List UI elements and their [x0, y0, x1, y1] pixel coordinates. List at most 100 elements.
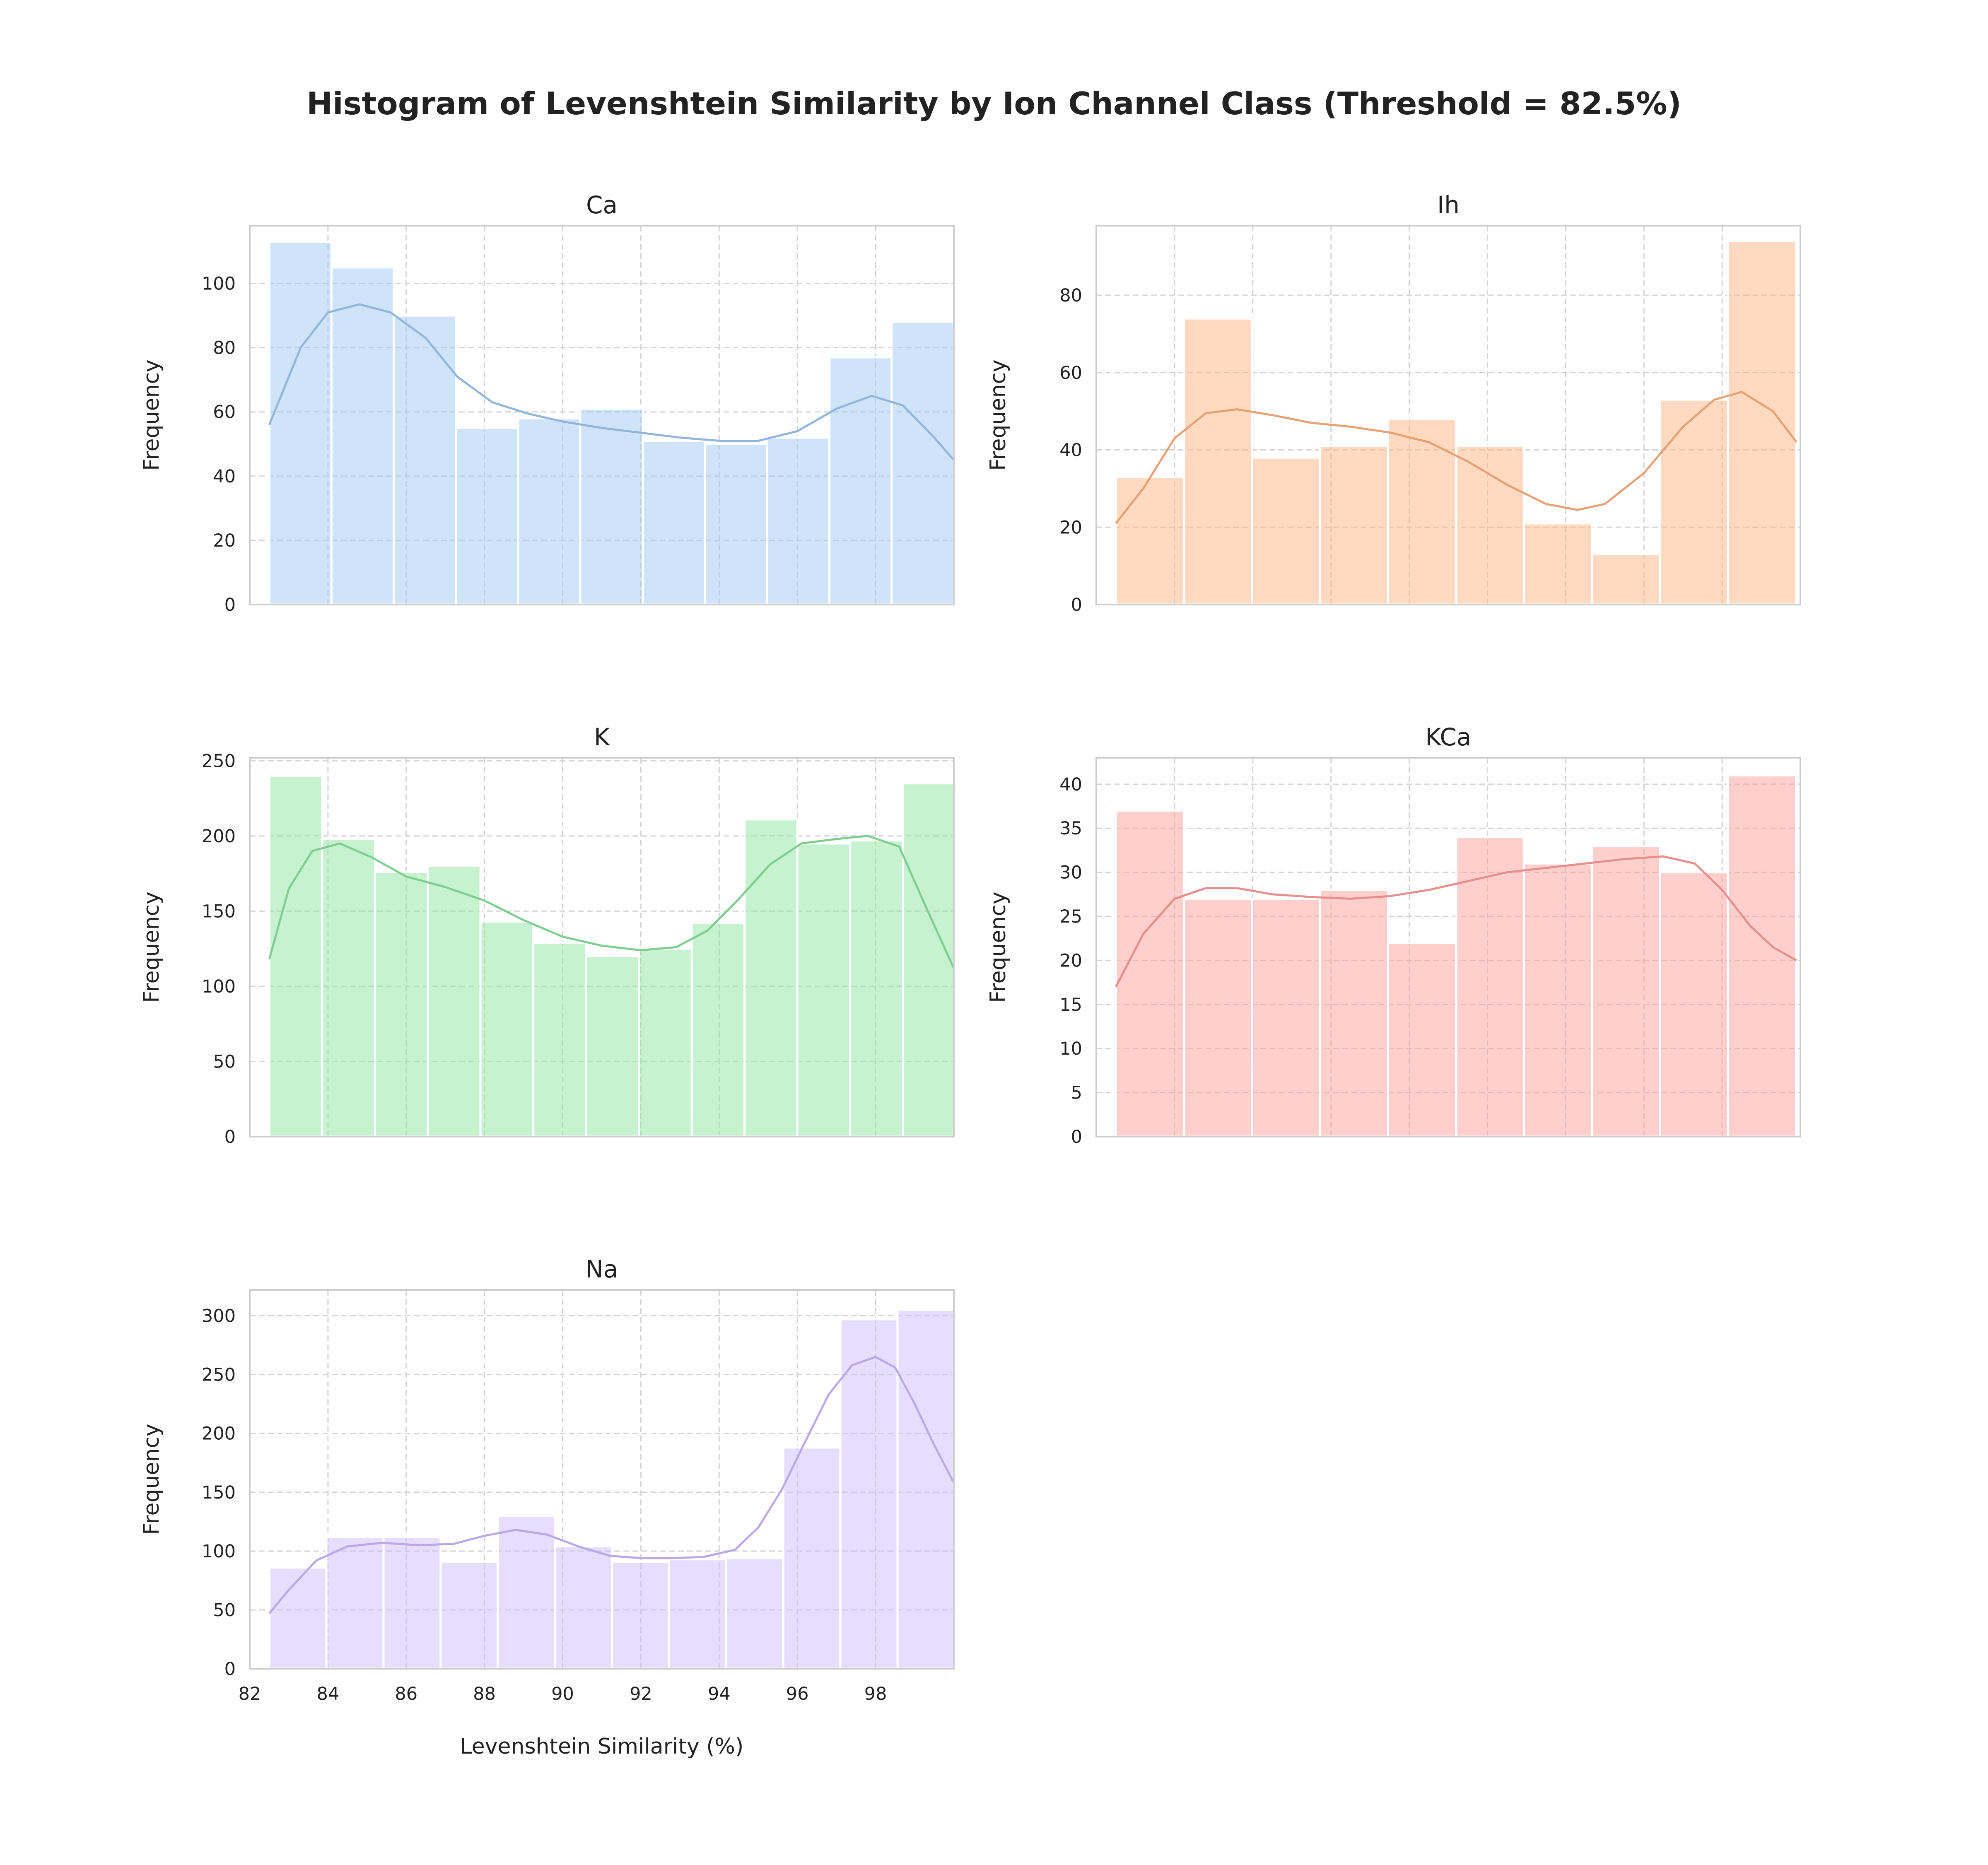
x-tick-label: 88 [473, 1684, 496, 1704]
x-tick-label: 82 [239, 1684, 261, 1704]
histogram-bar [325, 1536, 385, 1670]
histogram-bar [1727, 774, 1797, 1138]
y-tick-label: 40 [1059, 440, 1082, 461]
axes-frame [1095, 757, 1801, 1137]
y-axis-label: Frequency [139, 892, 164, 1003]
x-tick-label: 96 [786, 1684, 809, 1704]
histogram-bar [890, 321, 955, 606]
y-axis-label: Frequency [986, 892, 1011, 1003]
histogram-bar [321, 838, 376, 1138]
histogram-bar [849, 839, 904, 1138]
histogram-bar [497, 1515, 556, 1670]
y-tick-label: 60 [1059, 363, 1082, 383]
y-tick-label: 5 [1071, 1083, 1082, 1104]
axes-frame [249, 1289, 955, 1670]
y-axis-label: Frequency [139, 1424, 164, 1535]
histogram-bar [382, 1536, 442, 1670]
y-tick-label: 0 [1071, 1127, 1082, 1147]
histogram-bar [517, 417, 581, 606]
histogram-bar [1659, 398, 1729, 606]
histogram-bar [1115, 476, 1185, 606]
histogram-bar [532, 942, 587, 1138]
y-tick-label: 50 [213, 1051, 236, 1072]
y-tick-label: 250 [202, 1365, 236, 1385]
histogram-bar [1591, 845, 1661, 1138]
histogram-bar [1387, 418, 1457, 606]
histogram-bar [268, 1566, 328, 1670]
histogram-bar [1387, 942, 1457, 1138]
axes-frame [249, 757, 955, 1137]
y-tick-label: 100 [202, 274, 236, 294]
histogram-bar [1522, 862, 1593, 1138]
histogram-bar [766, 436, 831, 606]
y-tick-label: 20 [1059, 517, 1082, 538]
histogram-bar [638, 947, 693, 1138]
y-tick-label: 100 [202, 1541, 236, 1562]
y-tick-label: 100 [202, 976, 236, 997]
histogram-bar [896, 1308, 955, 1670]
histogram-bar [796, 842, 852, 1138]
x-tick-label: 86 [395, 1684, 417, 1704]
histogram-bar [839, 1318, 899, 1670]
y-tick-label: 15 [1059, 995, 1082, 1015]
histogram-bar [579, 407, 644, 606]
y-axis-label: Frequency [139, 359, 164, 471]
subplot-title: Ca [586, 191, 618, 219]
x-tick-label: 98 [864, 1684, 887, 1704]
subplot-title: K [594, 723, 610, 751]
y-tick-label: 40 [213, 466, 236, 487]
axes-frame [1095, 225, 1801, 605]
histogram-bar [439, 1560, 499, 1670]
y-tick-label: 150 [202, 1482, 236, 1503]
histogram-bar [1319, 445, 1390, 606]
kde-curve [1115, 390, 1797, 524]
histogram-bar [554, 1545, 613, 1670]
histogram-bar [268, 775, 323, 1138]
histogram-bar [1183, 897, 1253, 1138]
histogram-bar [330, 266, 395, 606]
histogram-bar [1319, 889, 1390, 1138]
histogram-bar [704, 443, 769, 606]
y-tick-label: 150 [202, 901, 236, 922]
histogram-bar [1727, 240, 1797, 606]
subplot-k: 0 50 100 150 200 250 K Frequency [139, 723, 955, 1147]
y-tick-label: 30 [1059, 863, 1082, 883]
histogram-bar [427, 865, 482, 1138]
x-tick-label: 92 [630, 1684, 652, 1704]
histogram-bar [902, 782, 955, 1138]
histogram-bar [1522, 522, 1593, 606]
x-tick-label: 84 [317, 1684, 340, 1704]
histogram-bar [1659, 871, 1729, 1138]
histogram-bar [1455, 445, 1525, 606]
histogram-bar [668, 1558, 727, 1670]
histogram-bar [1251, 456, 1321, 606]
y-tick-label: 0 [224, 595, 236, 615]
kde-curve [268, 835, 955, 969]
subplot-kca: 0 5 10 15 20 25 30 35 40 KCa Frequency [986, 723, 1801, 1147]
histogram-bar [1115, 810, 1185, 1138]
y-tick-label: 20 [1059, 950, 1082, 971]
y-tick-label: 80 [213, 338, 236, 359]
y-tick-label: 20 [213, 530, 236, 551]
histogram-bar [585, 955, 640, 1138]
histogram-bar [725, 1557, 784, 1670]
kde-curve [268, 303, 955, 461]
y-tick-label: 25 [1059, 906, 1082, 927]
kde-curve [1115, 855, 1797, 988]
histogram-bar [374, 871, 429, 1138]
y-tick-label: 60 [213, 402, 236, 423]
y-tick-label: 80 [1059, 285, 1082, 306]
histogram-bar [1591, 553, 1661, 606]
histogram-bar [1251, 897, 1321, 1138]
subplot-na: 0 50 100 150 200 250 300 Na Frequency 82 84 86 88 90 9… [139, 1255, 955, 1759]
y-tick-label: 40 [1059, 774, 1082, 795]
histogram-bar [743, 818, 799, 1138]
histogram-bar [479, 920, 535, 1138]
subplot-ca: 0 20 40 60 80 100 Ca Frequency [139, 191, 955, 615]
histogram-bar [690, 922, 746, 1138]
histogram-bar [1455, 836, 1525, 1138]
subplot-title: KCa [1426, 723, 1472, 751]
y-tick-label: 0 [224, 1127, 236, 1147]
histogram-bar [393, 314, 457, 606]
